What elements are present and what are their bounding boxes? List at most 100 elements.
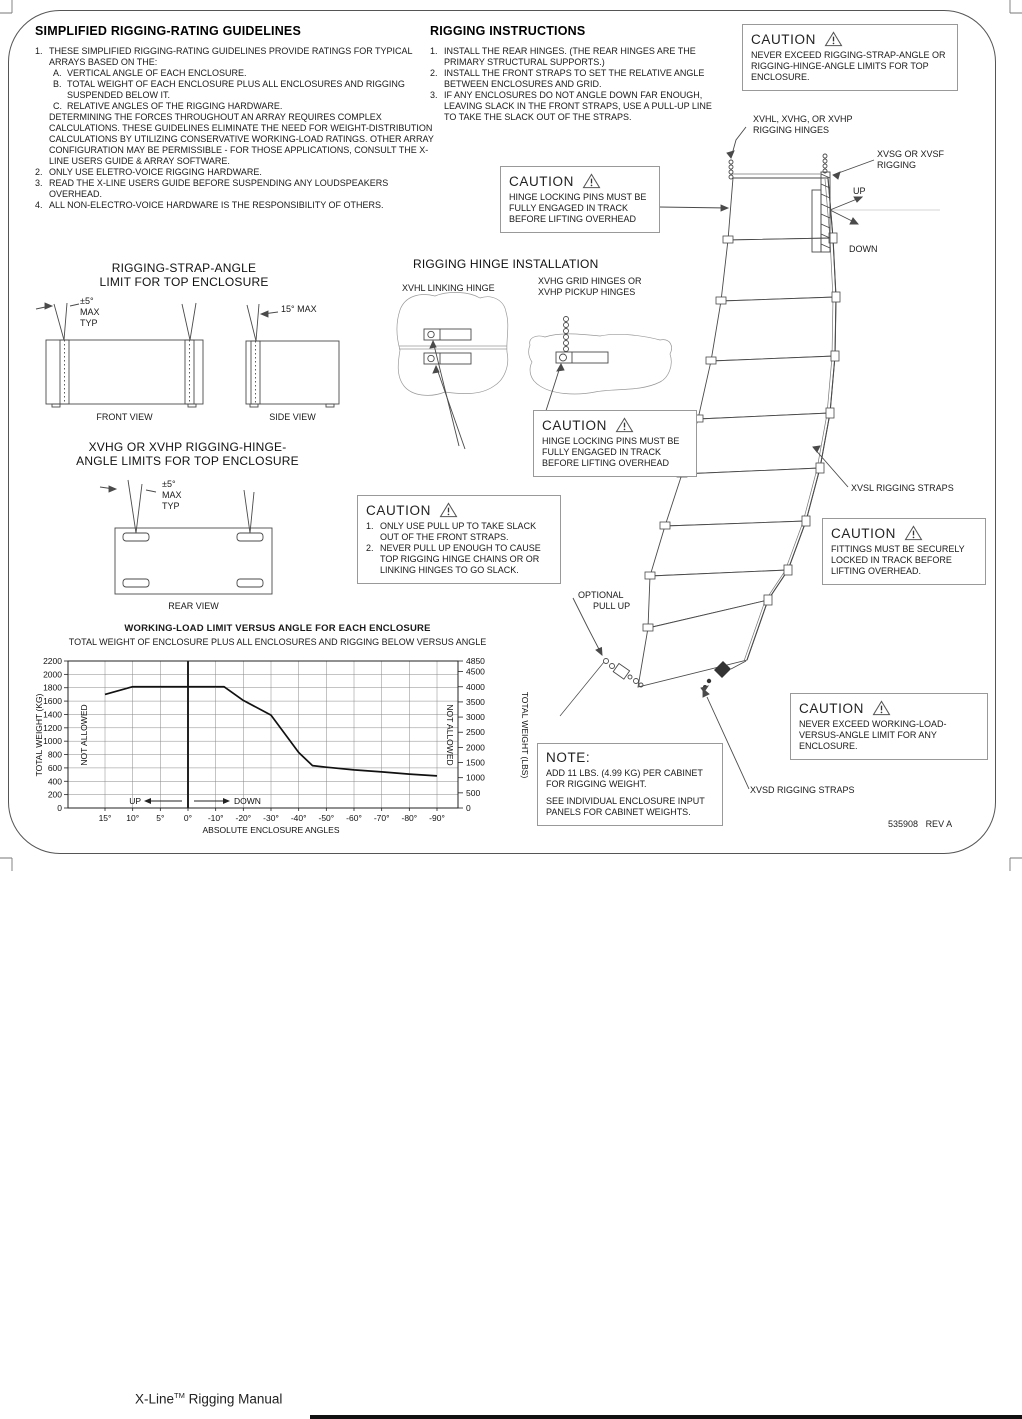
svg-text:-50°: -50° <box>318 813 334 823</box>
rigging-hinges-label: XVHL, XVHG, OR XVHP RIGGING HINGES <box>753 114 853 135</box>
caution-box-strap-angle-limits: CAUTION NEVER EXCEED RIGGING-STRAP-ANGLE… <box>742 24 958 91</box>
caution-list-item: 2. NEVER PULL UP ENOUGH TO CAUSE TOP RIG… <box>366 543 541 575</box>
svg-text:3500: 3500 <box>466 697 485 707</box>
note-text: SEE INDIVIDUAL ENCLOSURE INPUT PANELS FO… <box>546 796 705 817</box>
instructions-section: RIGGING INSTRUCTIONS 1. INSTALL THE REAR… <box>430 24 726 123</box>
svg-text:5°: 5° <box>156 813 164 823</box>
chart-title: WORKING-LOAD LIMIT VERSUS ANGLE FOR EACH… <box>124 623 431 634</box>
svg-text:1200: 1200 <box>43 723 62 733</box>
xvsd-rigging-straps-label: XVSD RIGGING STRAPS <box>750 785 855 795</box>
svg-text:NOT ALLOWED: NOT ALLOWED <box>445 704 455 765</box>
doc-number: 535908 REV A <box>888 819 953 829</box>
svg-text:-70°: -70° <box>374 813 390 823</box>
svg-text:2200: 2200 <box>43 656 62 666</box>
caution-list-item: 1. ONLY USE PULL UP TO TAKE SLACK OUT OF… <box>366 521 537 542</box>
svg-text:NOT ALLOWED: NOT ALLOWED <box>79 704 89 765</box>
svg-text:0: 0 <box>466 803 471 813</box>
warning-triangle-icon <box>904 525 923 541</box>
page-border-frame <box>8 10 996 854</box>
hinge-angle-heading: XVHG OR XVHP RIGGING-HINGE- ANGLE LIMITS… <box>76 440 299 468</box>
down-label: DOWN <box>849 244 878 254</box>
strap-angle-heading: RIGGING-STRAP-ANGLE LIMIT FOR TOP ENCLOS… <box>99 261 269 289</box>
note-title: NOTE: <box>546 750 591 765</box>
optional-pull-up-label: OPTIONAL PULL UP <box>578 590 631 611</box>
xvhl-linking-hinge-label: XVHL LINKING HINGE <box>402 283 495 293</box>
front-view-caption: FRONT VIEW <box>96 412 153 422</box>
svg-text:-80°: -80° <box>401 813 417 823</box>
guidelines-heading: SIMPLIFIED RIGGING-RATING GUIDELINES <box>35 24 302 38</box>
svg-text:-40°: -40° <box>291 813 307 823</box>
warning-triangle-icon <box>582 173 601 189</box>
working-load-chart: 0 200 400 600 800 1000 1200 1400 1600 1800 2000 220… <box>34 656 530 835</box>
footer-title: X-LineTM Rigging Manual <box>135 1391 283 1407</box>
svg-text:1600: 1600 <box>43 696 62 706</box>
svg-text:DOWN: DOWN <box>234 796 261 806</box>
caution-text: HINGE LOCKING PINS MUST BE FULLY ENGAGED… <box>542 436 680 468</box>
svg-text:4000: 4000 <box>466 682 485 692</box>
warning-triangle-icon <box>615 417 634 433</box>
rear-view-caption: REAR VIEW <box>168 601 219 611</box>
xvhg-xvhp-hinges-label: XVHG GRID HINGES OR XVHP PICKUP HINGES <box>538 276 642 297</box>
svg-text:1800: 1800 <box>43 683 62 693</box>
caution-text: NEVER EXCEED WORKING-LOAD-VERSUS-ANGLE L… <box>799 719 947 751</box>
caution-box-hinge-pins-lower: CAUTION HINGE LOCKING PINS MUST BE FULLY… <box>533 410 697 477</box>
guideline-item: 3. READ THE X-LINE USERS GUIDE BEFORE SU… <box>35 178 389 199</box>
svg-text:200: 200 <box>48 790 62 800</box>
svg-text:ABSOLUTE ENCLOSURE ANGLES: ABSOLUTE ENCLOSURE ANGLES <box>203 825 340 835</box>
warning-triangle-icon <box>824 31 843 47</box>
guideline-subitem: B. TOTAL WEIGHT OF EACH ENCLOSURE PLUS A… <box>53 79 405 100</box>
svg-text:15°: 15° <box>99 813 112 823</box>
warning-triangle-icon <box>439 502 458 518</box>
svg-text:-20°: -20° <box>235 813 251 823</box>
guideline-subitem: A. VERTICAL ANGLE OF EACH ENCLOSURE. <box>53 68 247 78</box>
instructions-heading: RIGGING INSTRUCTIONS <box>430 24 586 38</box>
svg-text:1400: 1400 <box>43 709 62 719</box>
svg-text:-60°: -60° <box>346 813 362 823</box>
caution-text: NEVER EXCEED RIGGING-STRAP-ANGLE OR RIGG… <box>751 50 946 82</box>
svg-text:2000: 2000 <box>466 742 485 752</box>
guideline-subitem: C. RELATIVE ANGLES OF THE RIGGING HARDWA… <box>53 101 283 111</box>
instruction-item: 1. INSTALL THE REAR HINGES. (THE REAR HI… <box>430 46 696 67</box>
caution-text: FITTINGS MUST BE SECURELY LOCKED IN TRAC… <box>831 544 965 576</box>
caution-box-pull-up: CAUTION 1. ONLY USE PULL UP TO TAKE SLAC… <box>357 495 561 584</box>
svg-text:500: 500 <box>466 788 480 798</box>
note-text: ADD 11 LBS. (4.99 KG) PER CABINET FOR RI… <box>546 768 703 789</box>
svg-text:TOTAL WEIGHT (KG): TOTAL WEIGHT (KG) <box>34 693 44 776</box>
warning-triangle-icon <box>872 700 891 716</box>
instruction-item: 2. INSTALL THE FRONT STRAPS TO SET THE R… <box>430 68 705 89</box>
guideline-item: 1. THESE SIMPLIFIED RIGGING-RATING GUIDE… <box>35 46 413 67</box>
xvsl-rigging-straps-label: XVSL RIGGING STRAPS <box>851 483 954 493</box>
guideline-paragraph: DETERMINING THE FORCES THROUGHOUT AN ARR… <box>49 112 434 166</box>
caution-title: CAUTION <box>799 700 864 716</box>
svg-text:3000: 3000 <box>466 712 485 722</box>
hinge-install-heading: RIGGING HINGE INSTALLATION <box>413 257 599 271</box>
caution-text: HINGE LOCKING PINS MUST BE FULLY ENGAGED… <box>509 192 647 224</box>
rear-view-tolerance-label: ±5° MAX TYP <box>162 479 182 511</box>
xvsg-xvsf-rigging-label: XVSG OR XVSF RIGGING <box>877 149 945 170</box>
svg-text:1500: 1500 <box>466 758 485 768</box>
svg-text:0: 0 <box>57 803 62 813</box>
svg-text:600: 600 <box>48 763 62 773</box>
svg-text:-30°: -30° <box>263 813 279 823</box>
svg-text:10°: 10° <box>126 813 139 823</box>
svg-text:4500: 4500 <box>466 667 485 677</box>
caution-title: CAUTION <box>542 417 607 433</box>
svg-text:-10°: -10° <box>208 813 224 823</box>
bottom-rule <box>310 1415 1022 1419</box>
svg-text:4850: 4850 <box>466 656 485 666</box>
svg-text:800: 800 <box>48 750 62 760</box>
svg-text:2500: 2500 <box>466 727 485 737</box>
guideline-item: 4. ALL NON-ELECTRO-VOICE HARDWARE IS THE… <box>35 200 384 210</box>
chart-subtitle: TOTAL WEIGHT OF ENCLOSURE PLUS ALL ENCLO… <box>68 637 487 647</box>
front-view-tolerance-label: ±5° MAX TYP <box>80 296 100 328</box>
instruction-item: 3. IF ANY ENCLOSURES DO NOT ANGLE DOWN F… <box>430 90 712 122</box>
caution-title: CAUTION <box>509 173 574 189</box>
note-box: NOTE: ADD 11 LBS. (4.99 KG) PER CABINET … <box>537 743 723 826</box>
caution-box-fittings: CAUTION FITTINGS MUST BE SECURELY LOCKED… <box>822 518 986 585</box>
caution-box-working-load: CAUTION NEVER EXCEED WORKING-LOAD-VERSUS… <box>790 693 988 760</box>
guidelines-section: SIMPLIFIED RIGGING-RATING GUIDELINES 1. … <box>35 24 437 211</box>
svg-text:TOTAL WEIGHT (LBS): TOTAL WEIGHT (LBS) <box>520 692 530 779</box>
side-view-max-label: 15° MAX <box>281 304 317 314</box>
svg-text:-90°: -90° <box>429 813 445 823</box>
svg-text:0°: 0° <box>184 813 192 823</box>
